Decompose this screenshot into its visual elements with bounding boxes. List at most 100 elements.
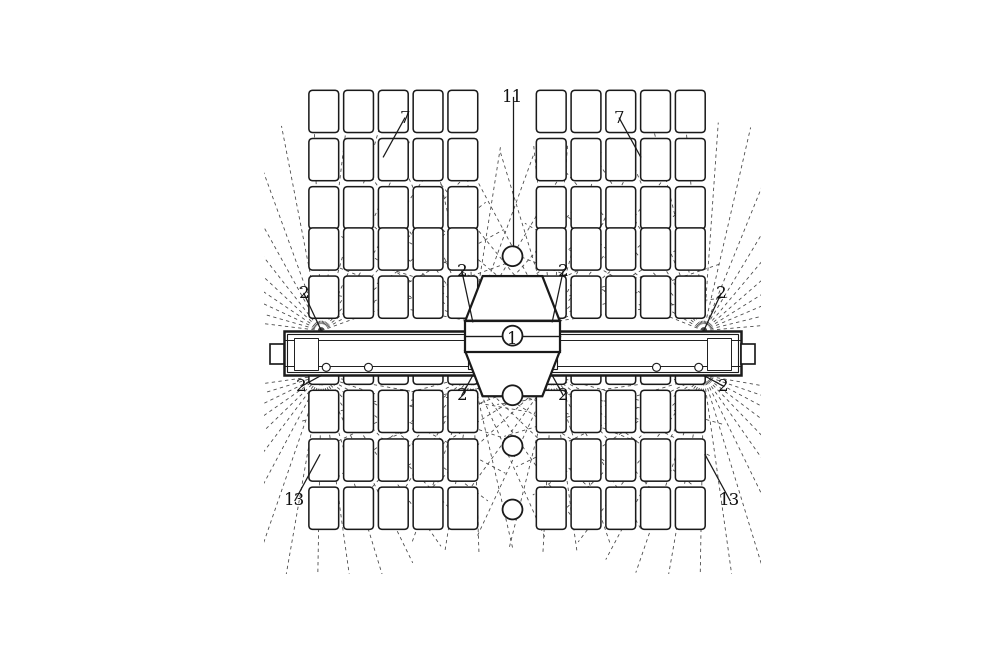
- Polygon shape: [465, 276, 560, 321]
- Bar: [468, 334, 478, 346]
- Text: 2: 2: [716, 285, 726, 302]
- FancyBboxPatch shape: [606, 390, 636, 433]
- FancyBboxPatch shape: [344, 487, 373, 530]
- FancyBboxPatch shape: [344, 439, 373, 481]
- Bar: [294, 338, 318, 370]
- FancyBboxPatch shape: [571, 390, 601, 433]
- Circle shape: [503, 436, 522, 456]
- FancyBboxPatch shape: [413, 390, 443, 433]
- Circle shape: [695, 363, 703, 372]
- FancyBboxPatch shape: [413, 139, 443, 181]
- FancyBboxPatch shape: [606, 90, 636, 132]
- Text: 2: 2: [558, 387, 568, 404]
- Text: 1: 1: [507, 331, 518, 348]
- FancyBboxPatch shape: [675, 487, 705, 530]
- FancyBboxPatch shape: [606, 186, 636, 229]
- FancyBboxPatch shape: [641, 139, 670, 181]
- FancyBboxPatch shape: [641, 90, 670, 132]
- Text: 2: 2: [718, 378, 729, 395]
- FancyBboxPatch shape: [571, 228, 601, 270]
- Circle shape: [364, 363, 372, 372]
- FancyBboxPatch shape: [536, 390, 566, 433]
- Text: 11: 11: [502, 89, 523, 106]
- FancyBboxPatch shape: [378, 342, 408, 384]
- FancyBboxPatch shape: [413, 186, 443, 229]
- FancyBboxPatch shape: [378, 228, 408, 270]
- FancyBboxPatch shape: [309, 342, 339, 384]
- FancyBboxPatch shape: [571, 186, 601, 229]
- Bar: [468, 359, 478, 369]
- FancyBboxPatch shape: [536, 487, 566, 530]
- Bar: [465, 321, 560, 352]
- FancyBboxPatch shape: [641, 228, 670, 270]
- Polygon shape: [465, 352, 560, 396]
- FancyBboxPatch shape: [344, 90, 373, 132]
- FancyBboxPatch shape: [571, 90, 601, 132]
- FancyBboxPatch shape: [675, 390, 705, 433]
- FancyBboxPatch shape: [536, 228, 566, 270]
- Circle shape: [503, 499, 522, 519]
- FancyBboxPatch shape: [448, 439, 478, 481]
- FancyBboxPatch shape: [675, 439, 705, 481]
- Bar: [548, 333, 738, 372]
- FancyBboxPatch shape: [378, 390, 408, 433]
- FancyBboxPatch shape: [641, 186, 670, 229]
- FancyBboxPatch shape: [536, 139, 566, 181]
- FancyBboxPatch shape: [675, 139, 705, 181]
- FancyBboxPatch shape: [413, 276, 443, 318]
- Bar: [287, 333, 477, 372]
- Text: 2: 2: [457, 387, 467, 404]
- FancyBboxPatch shape: [378, 487, 408, 530]
- FancyBboxPatch shape: [448, 139, 478, 181]
- Text: 2: 2: [558, 263, 568, 279]
- FancyBboxPatch shape: [606, 439, 636, 481]
- Bar: [741, 344, 755, 364]
- FancyBboxPatch shape: [448, 390, 478, 433]
- Text: 13: 13: [719, 492, 741, 509]
- FancyBboxPatch shape: [571, 487, 601, 530]
- Text: 7: 7: [614, 110, 625, 126]
- FancyBboxPatch shape: [606, 342, 636, 384]
- FancyBboxPatch shape: [571, 439, 601, 481]
- Bar: [270, 344, 284, 364]
- Bar: [284, 331, 480, 375]
- FancyBboxPatch shape: [606, 228, 636, 270]
- FancyBboxPatch shape: [448, 342, 478, 384]
- FancyBboxPatch shape: [536, 276, 566, 318]
- FancyBboxPatch shape: [413, 228, 443, 270]
- FancyBboxPatch shape: [344, 139, 373, 181]
- FancyBboxPatch shape: [675, 90, 705, 132]
- FancyBboxPatch shape: [378, 276, 408, 318]
- FancyBboxPatch shape: [344, 342, 373, 384]
- FancyBboxPatch shape: [675, 276, 705, 318]
- FancyBboxPatch shape: [378, 139, 408, 181]
- FancyBboxPatch shape: [641, 439, 670, 481]
- Circle shape: [653, 363, 661, 372]
- FancyBboxPatch shape: [309, 139, 339, 181]
- Circle shape: [503, 326, 522, 346]
- FancyBboxPatch shape: [448, 487, 478, 530]
- FancyBboxPatch shape: [309, 390, 339, 433]
- FancyBboxPatch shape: [413, 487, 443, 530]
- FancyBboxPatch shape: [344, 276, 373, 318]
- FancyBboxPatch shape: [641, 487, 670, 530]
- FancyBboxPatch shape: [309, 276, 339, 318]
- Bar: [547, 359, 557, 369]
- FancyBboxPatch shape: [309, 186, 339, 229]
- FancyBboxPatch shape: [606, 276, 636, 318]
- FancyBboxPatch shape: [344, 390, 373, 433]
- FancyBboxPatch shape: [344, 186, 373, 229]
- FancyBboxPatch shape: [413, 439, 443, 481]
- FancyBboxPatch shape: [378, 439, 408, 481]
- FancyBboxPatch shape: [448, 276, 478, 318]
- FancyBboxPatch shape: [448, 90, 478, 132]
- Text: 2: 2: [457, 263, 467, 279]
- Bar: [545, 331, 741, 375]
- FancyBboxPatch shape: [378, 186, 408, 229]
- FancyBboxPatch shape: [309, 487, 339, 530]
- FancyBboxPatch shape: [641, 276, 670, 318]
- FancyBboxPatch shape: [536, 90, 566, 132]
- Text: 13: 13: [284, 492, 306, 509]
- FancyBboxPatch shape: [536, 439, 566, 481]
- FancyBboxPatch shape: [344, 228, 373, 270]
